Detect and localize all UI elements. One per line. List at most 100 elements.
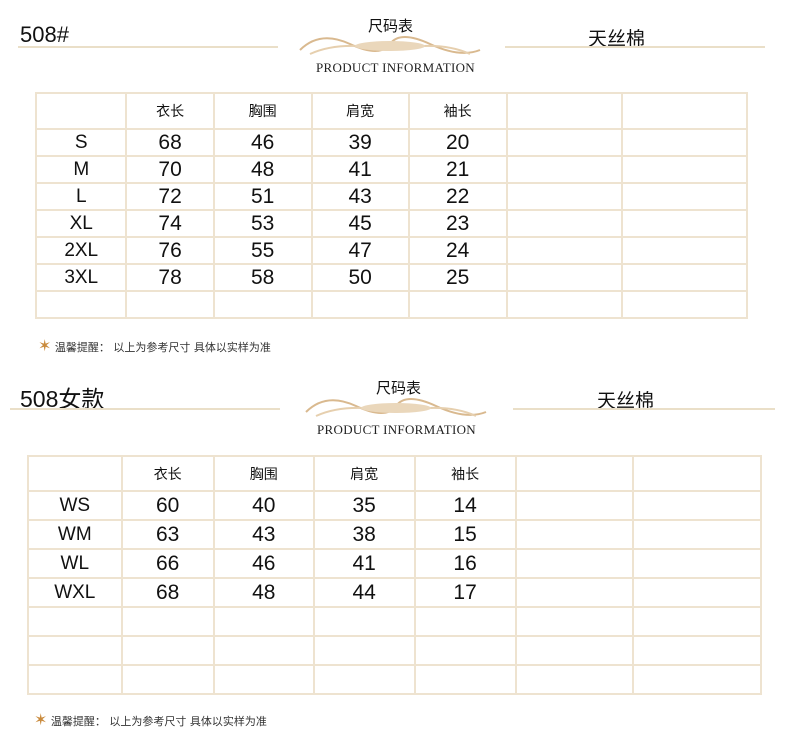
table-cell: 45 [310, 209, 410, 238]
column-header: 胸围 [212, 455, 315, 492]
table-row [27, 606, 762, 637]
fabric-label: 天丝棉 [588, 28, 646, 50]
table-cell [120, 664, 215, 695]
table-cell [505, 209, 624, 238]
size-cell: XL [34, 209, 128, 238]
table-cell: 78 [125, 263, 215, 292]
table-row [27, 635, 762, 666]
table-cell: 20 [407, 128, 508, 157]
column-header [514, 455, 635, 492]
table-cell [413, 664, 517, 695]
table-cell: 70 [125, 155, 215, 184]
table-cell: 41 [310, 155, 410, 184]
column-header [34, 92, 128, 130]
column-header [621, 92, 748, 130]
size-cell [27, 664, 123, 695]
table-row: WL 66 46 41 16 [27, 548, 762, 579]
table-cell [310, 290, 410, 319]
table-cell [505, 236, 624, 265]
table-cell [632, 577, 762, 608]
table-row: 3XL 78 58 50 25 [34, 263, 748, 292]
size-cell: L [34, 182, 128, 211]
table-cell [514, 577, 635, 608]
column-header [505, 92, 624, 130]
size-cell [34, 290, 128, 319]
table-cell: 40 [212, 490, 315, 521]
table-cell [632, 664, 762, 695]
table-cell [413, 606, 517, 637]
table-cell [632, 635, 762, 666]
star-icon: ✶ [34, 710, 48, 729]
reminder-note: ✶ 温馨提醒： 以上为参考尺寸 具体以实样为准 [34, 710, 267, 729]
table-cell: 68 [125, 128, 215, 157]
table-cell [632, 548, 762, 579]
size-cell: 3XL [34, 263, 128, 292]
table-row: L 72 51 43 22 [34, 182, 748, 211]
table-cell [621, 182, 748, 211]
table-cell: 41 [312, 548, 416, 579]
column-header [27, 455, 123, 492]
table-cell: 66 [120, 548, 215, 579]
table-cell: 46 [212, 128, 313, 157]
column-header: 肩宽 [312, 455, 416, 492]
table-cell: 17 [413, 577, 517, 608]
scroll-ornament-icon [299, 36, 481, 55]
size-cell [27, 635, 123, 666]
reminder-text: 温馨提醒： 以上为参考尺寸 具体以实样为准 [54, 341, 271, 354]
table-cell: 39 [310, 128, 410, 157]
table-cell: 51 [212, 182, 313, 211]
table-cell: 21 [407, 155, 508, 184]
table-row [34, 290, 748, 319]
size-table: 衣长 胸围 肩宽 袖长 S 68 46 39 20 M 70 48 41 21 L 72 51 43 22 XL 74 5… [34, 92, 748, 319]
table-cell: 25 [407, 263, 508, 292]
table-cell: 35 [312, 490, 416, 521]
product-code: 508女款 [20, 386, 105, 412]
size-cell: WM [27, 519, 123, 550]
header-row: 衣长 胸围 肩宽 袖长 [34, 92, 748, 130]
table-row: WM 63 43 38 15 [27, 519, 762, 550]
column-header: 胸围 [212, 92, 313, 130]
table-row: 2XL 76 55 47 24 [34, 236, 748, 265]
table-cell [621, 263, 748, 292]
table-cell: 43 [310, 182, 410, 211]
table-cell: 68 [120, 577, 215, 608]
table-cell [312, 664, 416, 695]
table-row: WXL 68 48 44 17 [27, 577, 762, 608]
table-cell: 15 [413, 519, 517, 550]
table-cell: 16 [413, 548, 517, 579]
table-cell [505, 128, 624, 157]
reminder-note: ✶ 温馨提醒： 以上为参考尺寸 具体以实样为准 [38, 336, 271, 355]
table-cell [312, 606, 416, 637]
table-row: M 70 48 41 21 [34, 155, 748, 184]
table-cell [514, 664, 635, 695]
table-cell [212, 635, 315, 666]
table-cell: 38 [312, 519, 416, 550]
column-header [632, 455, 762, 492]
reminder-text: 温馨提醒： 以上为参考尺寸 具体以实样为准 [50, 715, 267, 728]
table-cell [514, 635, 635, 666]
size-cell: WS [27, 490, 123, 521]
fabric-label: 天丝棉 [597, 390, 655, 412]
table-cell [621, 290, 748, 319]
table-cell: 74 [125, 209, 215, 238]
table-cell [212, 664, 315, 695]
table-cell [413, 635, 517, 666]
table-cell [632, 490, 762, 521]
size-cell: S [34, 128, 128, 157]
table-cell [514, 606, 635, 637]
column-header: 袖长 [407, 92, 508, 130]
table-cell [212, 606, 315, 637]
table-cell: 46 [212, 548, 315, 579]
column-header: 衣长 [120, 455, 215, 492]
table-cell: 55 [212, 236, 313, 265]
table-cell: 58 [212, 263, 313, 292]
size-cell: WXL [27, 577, 123, 608]
table-cell [632, 606, 762, 637]
table-row: WS 60 40 35 14 [27, 490, 762, 521]
table-cell: 44 [312, 577, 416, 608]
size-cell [27, 606, 123, 637]
table-cell: 22 [407, 182, 508, 211]
column-header: 衣长 [125, 92, 215, 130]
table-cell: 72 [125, 182, 215, 211]
table-cell: 47 [310, 236, 410, 265]
